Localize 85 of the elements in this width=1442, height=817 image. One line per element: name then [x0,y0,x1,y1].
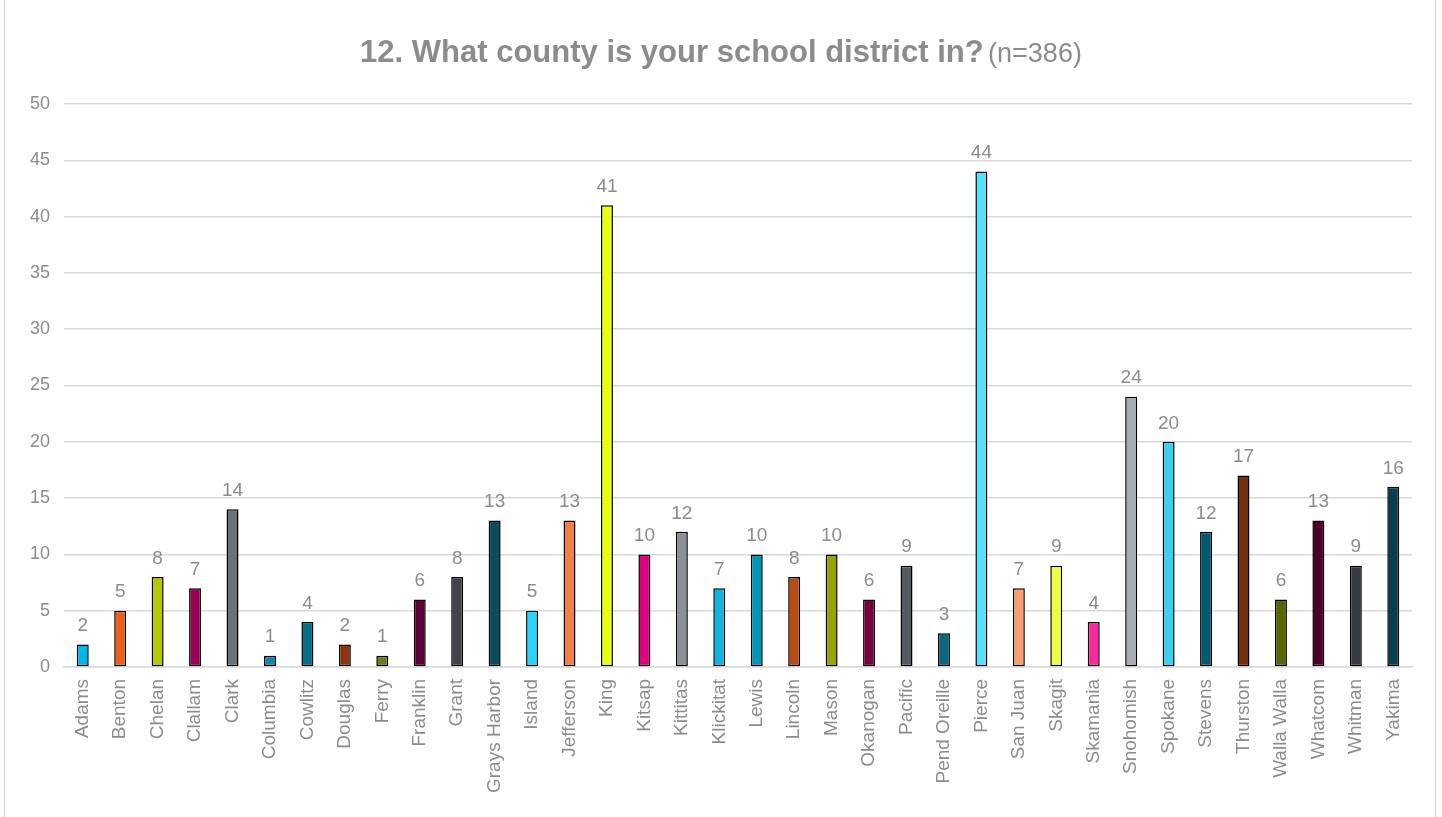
x-tick-label: Kitsap [632,678,654,732]
x-tick-label: Whitman [1344,678,1366,754]
x-tick-label: Klickitat [707,678,729,745]
x-tick-label: Pacific [894,678,916,735]
data-label: 12 [1195,501,1217,523]
x-tick-label: Okanogan [857,678,879,767]
x-tick-label: Douglas [333,678,355,749]
data-label: 6 [1275,569,1287,591]
data-label: 9 [1350,535,1362,557]
x-tick-label: Ferry [370,678,392,724]
data-label: 3 [938,602,950,624]
y-tick-label: 40 [29,205,51,226]
y-tick-label: 30 [29,318,51,339]
data-label: 13 [484,490,506,512]
x-tick-label: San Juan [1007,678,1029,760]
data-label: 1 [264,625,276,647]
y-tick-label: 10 [29,543,51,564]
x-tick-label: Cowlitz [295,678,317,741]
data-label: 2 [339,614,351,636]
data-label: 5 [526,580,538,602]
data-label: 14 [221,479,244,501]
chart-subtitle: (n=386) [988,38,1082,68]
x-tick-label: Snohomish [1119,678,1141,775]
x-tick-label: Whatcom [1306,678,1328,760]
x-tick-label: Grant [445,678,467,727]
x-tick-label: Lincoln [782,678,804,740]
data-label: 6 [414,569,426,591]
data-label: 4 [1088,591,1100,613]
data-label: 41 [596,175,618,197]
x-tick-label: Lewis [744,678,766,728]
y-tick-label: 45 [29,149,51,170]
data-label: 4 [302,591,314,613]
x-tick-label: Island [520,678,542,730]
y-tick-label: 50 [29,92,51,113]
y-tick-label: 35 [29,261,51,282]
x-tick-label: Clallam [183,678,205,743]
x-tick-label: Franklin [407,678,429,747]
data-label: 7 [189,557,201,579]
data-label: 24 [1120,366,1143,388]
data-label: 10 [633,524,655,546]
data-label: 9 [901,535,912,557]
y-tick-label: 20 [29,430,51,451]
x-tick-label: Chelan [145,678,167,740]
data-label: 8 [451,546,463,568]
x-tick-label: Jefferson [557,678,579,757]
data-label: 8 [788,546,800,568]
chart-title: 12. What county is your school district in? [360,34,984,69]
x-tick-label: King [595,678,617,717]
data-label: 10 [746,524,768,546]
x-tick-label: Pierce [969,678,991,733]
x-tick-label: Columbia [258,678,280,760]
x-tick-label: Stevens [1194,678,1216,748]
data-label: 10 [821,524,843,546]
data-label: 5 [114,580,126,602]
x-tick-label: Clark [220,678,242,724]
x-tick-label: Adams [70,678,92,739]
x-tick-label: Kittitas [670,678,692,736]
y-tick-label: 15 [29,487,51,508]
data-label: 2 [77,614,89,636]
data-label: 12 [671,501,693,523]
x-tick-label: Thurston [1231,678,1253,754]
data-label: 6 [863,569,875,591]
data-label: 1 [377,625,388,647]
data-label: 44 [970,141,993,163]
y-tick-label: 0 [40,655,51,676]
x-tick-label: Walla Walla [1269,678,1291,778]
x-tick-label: Skagit [1044,678,1066,732]
x-tick-label: Skamania [1081,678,1103,764]
data-label: 13 [1307,490,1329,512]
y-tick-label: 25 [29,374,51,395]
x-tick-label: Yakima [1381,678,1403,741]
data-label: 8 [152,546,163,568]
y-tick-label: 5 [40,599,51,620]
data-label: 9 [1050,535,1062,557]
x-tick-label: Spokane [1156,678,1178,754]
data-label: 16 [1382,456,1404,478]
x-tick-label: Pend Oreille [932,678,954,784]
x-tick-label: Benton [108,678,130,740]
data-label: 17 [1232,445,1255,467]
data-label: 13 [558,490,581,512]
data-label: 7 [714,557,725,579]
x-tick-label: Grays Harbor [482,678,504,793]
data-label: 20 [1158,411,1180,433]
x-tick-label: Mason [819,678,841,736]
data-label: 7 [1013,557,1025,579]
